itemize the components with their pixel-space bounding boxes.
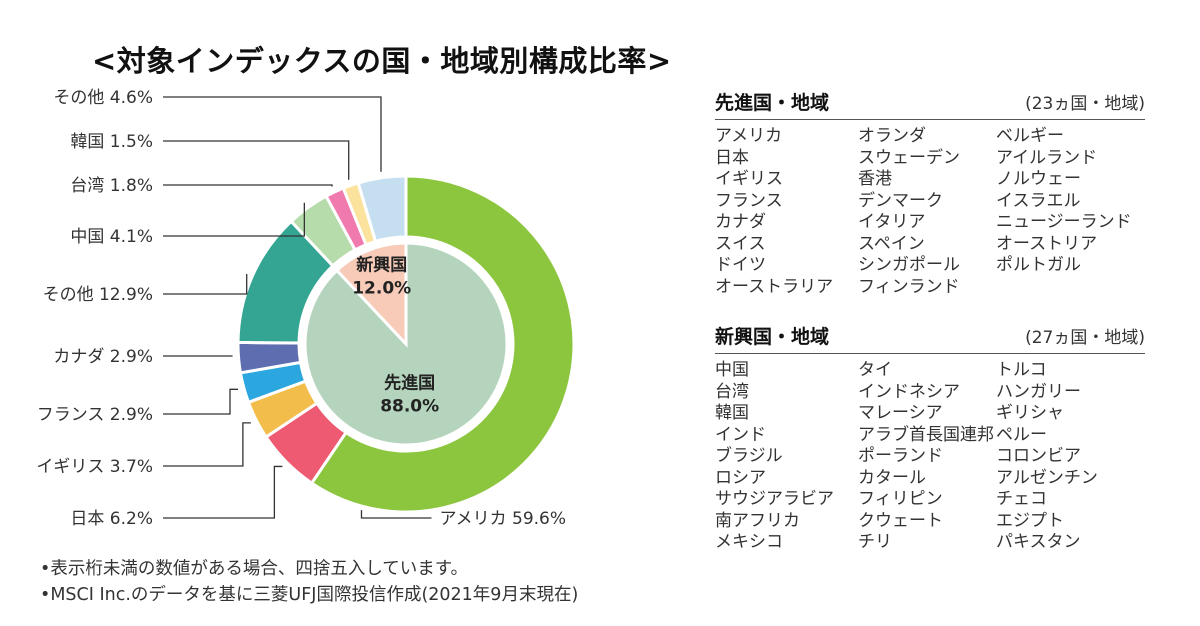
country-item: アラブ首長国連邦 (858, 424, 994, 445)
country-item: シンガポール (858, 255, 960, 275)
emerging-country-column: トルコ ハンガリー ギリシャ ペルー コロンビア アルゼンチン チェコ エジプト パキスタン (996, 360, 1145, 554)
country-item: イタリア (858, 212, 926, 232)
callout-line (163, 140, 350, 180)
callout-line (360, 510, 432, 519)
emerging-region-panel: 新興国・地域 (27ヵ国・地域) 中国 台湾 韓国 インド ブラジル ロシア サウジアラビア… (715, 322, 1145, 554)
country-item: 日本 (715, 147, 749, 168)
developed-region-title: 先進国・地域 (715, 92, 830, 114)
emerging-region-count: (27ヵ国・地域) (1025, 328, 1145, 348)
country-item: サウジアラビア (715, 489, 834, 509)
country-item: エジプト (996, 510, 1064, 531)
country-item: 南アフリカ (715, 510, 800, 531)
callout-line (163, 184, 333, 187)
country-item: インドネシア (858, 381, 960, 402)
footnote-source: •MSCI Inc.のデータを基に三菱UFJ国際投信作成(2021年9月末現在) (40, 585, 579, 605)
country-item: スイス (715, 233, 766, 254)
country-item: フィリピン (858, 489, 943, 509)
country-item: 香港 (858, 169, 892, 189)
country-item: スウェーデン (858, 147, 960, 168)
developed-country-column: オランダ スウェーデン 香港 デンマーク イタリア スペイン シンガポール フィンランド (858, 126, 996, 298)
inner-label-1-label: 新興国 (356, 255, 407, 276)
outer-slice-label: フランス 2.9% (37, 405, 153, 425)
country-item: 韓国 (715, 403, 749, 423)
outer-slice-9 (356, 174, 408, 244)
country-item: カタール (858, 467, 926, 488)
country-item: アルゼンチン (996, 467, 1098, 488)
country-item: イギリス (715, 169, 783, 189)
emerging-region-header: 新興国・地域 (27ヵ国・地域) (715, 322, 1145, 354)
country-item: アメリカ (715, 126, 783, 146)
outer-slice-0 (309, 174, 576, 514)
country-item: ハンガリー (996, 381, 1081, 402)
country-item: スペイン (858, 233, 925, 254)
emerging-region-title: 新興国・地域 (715, 326, 830, 348)
country-item: コロンビア (996, 446, 1081, 466)
country-item: フランス (715, 190, 783, 211)
country-item: ギリシャ (996, 403, 1064, 423)
emerging-country-column: タイ インドネシア マレーシア アラブ首長国連邦 ポーランド カタール フィリピン クウェート… (858, 360, 996, 554)
country-item: イスラエル (996, 190, 1081, 211)
inner-label-1-display: 12.0% (352, 279, 411, 299)
callout-line (163, 422, 251, 467)
country-item: タイ (858, 360, 892, 380)
callout-line (163, 96, 382, 172)
country-item: オランダ (858, 126, 926, 146)
emerging-country-column: 中国 台湾 韓国 インド ブラジル ロシア サウジアラビア 南アフリカ メキシコ (715, 360, 858, 554)
country-item: メキシコ (715, 532, 783, 552)
country-item: ブラジル (715, 446, 783, 466)
country-item: チェコ (996, 489, 1047, 509)
developed-region-panel: 先進国・地域 (23ヵ国・地域) アメリカ 日本 イギリス フランス カナダ スイス ドイツ… (715, 88, 1145, 298)
country-item: 中国 (715, 360, 749, 380)
callout-line (163, 202, 305, 237)
country-item: オーストリア (996, 233, 1098, 254)
outer-slice-label: アメリカ 59.6% (439, 509, 566, 529)
country-item: オーストラリア (715, 276, 834, 297)
inner-label-0-label: 先進国 (384, 372, 435, 393)
callout-line (163, 465, 283, 519)
country-item: ベルギー (996, 126, 1064, 146)
country-item: ドイツ (715, 255, 766, 275)
country-item: トルコ (996, 360, 1047, 380)
callout-line (163, 388, 238, 415)
outer-slice-label: 日本 6.2% (70, 509, 153, 529)
country-item: 台湾 (715, 381, 749, 402)
country-item: パキスタン (996, 532, 1081, 552)
country-item: カナダ (715, 212, 766, 232)
country-item: チリ (858, 532, 892, 552)
country-item: フィンランド (858, 276, 960, 297)
emerging-country-list: 中国 台湾 韓国 インド ブラジル ロシア サウジアラビア 南アフリカ メキシコ タイ インドネシア… (715, 360, 1145, 554)
callout-line (163, 274, 248, 295)
outer-slice-label: 台湾 1.8% (70, 176, 153, 196)
developed-country-column: アメリカ 日本 イギリス フランス カナダ スイス ドイツ オーストラリア (715, 126, 858, 298)
country-item: ロシア (715, 467, 766, 488)
country-item: マレーシア (858, 403, 943, 423)
country-item: ポーランド (858, 446, 943, 466)
developed-region-header: 先進国・地域 (23ヵ国・地域) (715, 88, 1145, 120)
country-item: デンマーク (858, 190, 943, 211)
outer-slice-label: その他 12.9% (43, 285, 153, 305)
outer-slice-label: カナダ 2.9% (53, 347, 153, 367)
outer-slice-label: 韓国 1.5% (70, 132, 153, 152)
footnotes: •表示桁未満の数値がある場合、四捨五入しています。 •MSCI Inc.のデータ… (40, 556, 578, 608)
country-item: ニュージーランド (996, 212, 1132, 232)
composition-donut-chart: 先進国 88.0% 新興国 12.0% その他 4.6% 韓国 1.5% 台湾 1.8% 中国… (36, 88, 576, 529)
inner-slice-1 (334, 241, 408, 348)
country-item: インド (715, 424, 766, 445)
country-item: ノルウェー (996, 169, 1081, 189)
chart-title: <対象インデックスの国・地域別構成比率> (92, 44, 672, 78)
developed-country-list: アメリカ 日本 イギリス フランス カナダ スイス ドイツ オーストラリア オランダ スウェーデン… (715, 126, 1145, 298)
country-item: ペルー (996, 424, 1047, 445)
outer-slice-label: その他 4.6% (53, 88, 153, 108)
footnote-rounding: •表示桁未満の数値がある場合、四捨五入しています。 (40, 559, 469, 579)
outer-slice-label: イギリス 3.7% (36, 457, 153, 477)
inner-label-0-display: 88.0% (380, 396, 439, 416)
country-item: ポルトガル (996, 255, 1081, 275)
developed-country-column: ベルギー アイルランド ノルウェー イスラエル ニュージーランド オーストリア ポルトガル (996, 126, 1145, 298)
country-item: アイルランド (996, 147, 1098, 168)
outer-slice-label: 中国 4.1% (70, 227, 153, 247)
developed-region-count: (23ヵ国・地域) (1025, 94, 1145, 114)
country-item: クウェート (858, 510, 943, 531)
